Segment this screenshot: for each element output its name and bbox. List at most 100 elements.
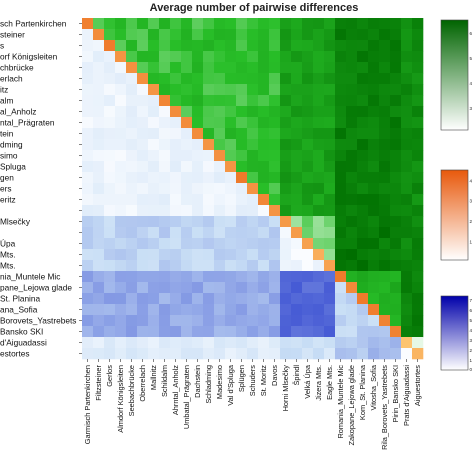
heatmap-cell	[247, 18, 259, 30]
heatmap-cell	[401, 62, 413, 74]
heatmap-cell	[357, 194, 369, 206]
heatmap-cell	[302, 84, 314, 96]
heatmap-cell	[115, 194, 127, 206]
heatmap-cell	[126, 348, 138, 360]
heatmap-cell	[225, 271, 237, 283]
heatmap-cell	[82, 117, 94, 129]
heatmap-cell	[412, 95, 424, 107]
heatmap-cell	[401, 282, 413, 294]
heatmap-cell	[236, 348, 248, 360]
heatmap-cell	[335, 304, 347, 316]
heatmap-cell	[148, 282, 160, 294]
heatmap-cell	[258, 216, 270, 228]
heatmap-cell	[247, 95, 259, 107]
heatmap-cell	[137, 73, 149, 85]
heatmap-cell	[115, 271, 127, 283]
heatmap-cell	[313, 238, 325, 250]
heatmap-cell	[225, 304, 237, 316]
column-label: Seebachbrücke	[127, 365, 136, 416]
heatmap-cell	[104, 172, 116, 184]
heatmap-cell	[390, 95, 402, 107]
heatmap-cell	[368, 249, 380, 261]
heatmap-cell	[181, 150, 193, 162]
row-label: al_Anholz	[0, 107, 36, 117]
heatmap-cell	[335, 84, 347, 96]
heatmap-cell	[247, 249, 259, 261]
heatmap-cell	[126, 117, 138, 129]
heatmap-cell	[368, 271, 380, 283]
heatmap-cell	[291, 282, 303, 294]
heatmap-cell	[280, 249, 292, 261]
heatmap-cell	[291, 106, 303, 118]
heatmap-cell	[379, 139, 391, 151]
heatmap-cell	[192, 205, 204, 217]
heatmap-cell	[412, 282, 424, 294]
heatmap-cell	[181, 161, 193, 173]
heatmap-cell	[324, 326, 336, 338]
heatmap-cell	[137, 95, 149, 107]
heatmap-cell	[313, 51, 325, 63]
heatmap-cell	[126, 249, 138, 261]
heatmap-cell	[368, 183, 380, 195]
heatmap-cell	[280, 84, 292, 96]
heatmap-cell	[357, 315, 369, 327]
heatmap-cell	[258, 249, 270, 261]
heatmap-cell	[82, 128, 94, 140]
heatmap-cell	[170, 40, 182, 52]
heatmap-cell	[324, 84, 336, 96]
heatmap-cell	[137, 51, 149, 63]
heatmap-cell	[280, 18, 292, 30]
row-label: orf Königsleiten	[0, 52, 58, 62]
heatmap-cell	[401, 205, 413, 217]
heatmap-cell	[148, 29, 160, 41]
heatmap-cell	[324, 293, 336, 305]
heatmap-cell	[203, 73, 215, 85]
heatmap-cell	[280, 106, 292, 118]
heatmap-cell	[148, 293, 160, 305]
legend-tick-label: 2	[470, 348, 473, 353]
heatmap-cell	[357, 260, 369, 272]
legend-tick-label: 5	[470, 318, 473, 323]
heatmap-cell	[148, 249, 160, 261]
heatmap-cell	[214, 117, 226, 129]
heatmap-cell	[82, 194, 94, 206]
heatmap-cell	[236, 238, 248, 250]
heatmap-cell	[269, 271, 281, 283]
heatmap-cell	[357, 29, 369, 41]
heatmap-cell	[214, 62, 226, 74]
heatmap-cell	[82, 183, 94, 195]
heatmap-cell	[104, 326, 116, 338]
heatmap-cell	[269, 337, 281, 349]
heatmap-cell	[137, 29, 149, 41]
heatmap-cell	[368, 227, 380, 239]
heatmap-cell	[291, 304, 303, 316]
heatmap-cell	[379, 260, 391, 272]
heatmap-cell	[379, 40, 391, 52]
heatmap-cell	[93, 161, 105, 173]
heatmap-cell	[236, 128, 248, 140]
heatmap-cell	[148, 194, 160, 206]
heatmap-cell	[170, 348, 182, 360]
heatmap-cell	[324, 117, 336, 129]
heatmap-cell	[269, 29, 281, 41]
legend-tick-label: 7	[470, 298, 473, 303]
heatmap-cell	[225, 84, 237, 96]
heatmap-cell	[126, 271, 138, 283]
heatmap-cell	[126, 139, 138, 151]
heatmap-cell	[203, 18, 215, 30]
heatmap-cell	[258, 205, 270, 217]
heatmap-cell	[401, 348, 413, 360]
heatmap-cell	[269, 326, 281, 338]
heatmap-cell	[104, 183, 116, 195]
legend-tick-label: 0	[470, 367, 473, 372]
heatmap-cell	[379, 106, 391, 118]
heatmap-cell	[225, 205, 237, 217]
heatmap-cell	[82, 150, 94, 162]
heatmap-cell	[148, 227, 160, 239]
heatmap-cell	[225, 282, 237, 294]
heatmap-cell	[236, 315, 248, 327]
heatmap-cell	[302, 51, 314, 63]
heatmap-cell	[258, 18, 270, 30]
heatmap-cell	[324, 282, 336, 294]
heatmap-cell	[247, 271, 259, 283]
